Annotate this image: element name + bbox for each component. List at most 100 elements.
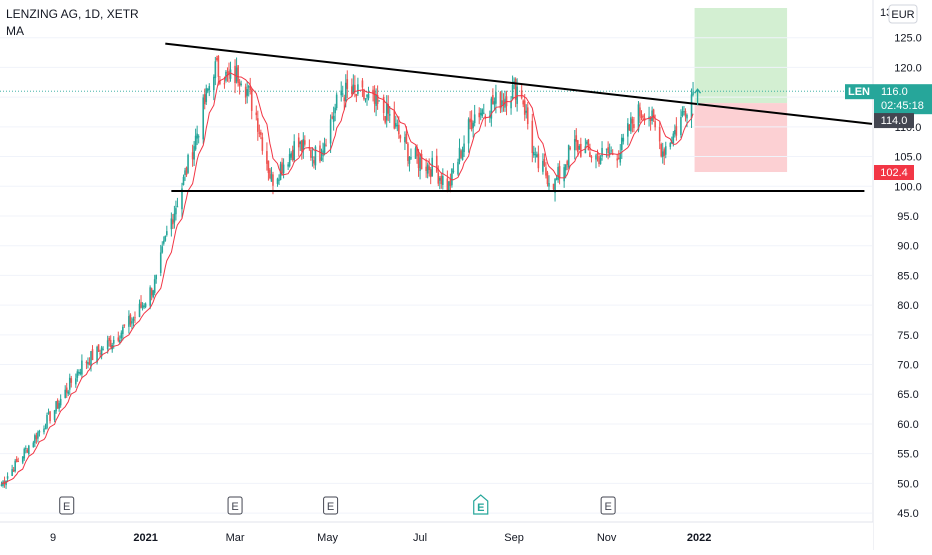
candle[interactable] bbox=[458, 138, 461, 165]
candle[interactable] bbox=[64, 385, 67, 399]
candle[interactable] bbox=[311, 148, 314, 167]
candle[interactable] bbox=[587, 138, 590, 151]
candle[interactable] bbox=[47, 408, 50, 415]
candle[interactable] bbox=[399, 134, 402, 143]
candle[interactable] bbox=[79, 368, 82, 376]
candle[interactable] bbox=[293, 134, 296, 163]
candle[interactable] bbox=[21, 456, 24, 465]
candle[interactable] bbox=[240, 80, 242, 87]
candle[interactable] bbox=[619, 144, 622, 166]
candle[interactable] bbox=[131, 317, 133, 330]
candle[interactable] bbox=[502, 93, 505, 112]
candle[interactable] bbox=[554, 178, 556, 202]
candle[interactable] bbox=[258, 124, 261, 138]
candle[interactable] bbox=[463, 135, 465, 158]
candle[interactable] bbox=[67, 389, 70, 397]
candle[interactable] bbox=[457, 158, 459, 176]
candle[interactable] bbox=[58, 400, 60, 412]
candle[interactable] bbox=[542, 153, 544, 175]
candle[interactable] bbox=[132, 316, 135, 327]
candle[interactable] bbox=[429, 166, 432, 185]
candle[interactable] bbox=[495, 84, 497, 114]
candle[interactable] bbox=[238, 78, 241, 95]
candle[interactable] bbox=[216, 55, 218, 62]
candle[interactable] bbox=[479, 108, 482, 121]
candle[interactable] bbox=[68, 373, 71, 395]
candle[interactable] bbox=[24, 445, 27, 454]
candle[interactable] bbox=[357, 77, 359, 96]
candle[interactable] bbox=[297, 132, 300, 157]
candle[interactable] bbox=[376, 85, 379, 110]
candle[interactable] bbox=[651, 106, 653, 125]
candle[interactable] bbox=[100, 345, 103, 360]
candle[interactable] bbox=[144, 302, 147, 309]
candle[interactable] bbox=[580, 137, 582, 158]
candle[interactable] bbox=[261, 132, 264, 155]
candle[interactable] bbox=[120, 330, 123, 341]
candle[interactable] bbox=[499, 91, 502, 114]
candle[interactable] bbox=[340, 81, 343, 102]
candle[interactable] bbox=[170, 212, 173, 237]
candle[interactable] bbox=[355, 93, 358, 103]
candle[interactable] bbox=[185, 166, 188, 177]
candle[interactable] bbox=[55, 401, 57, 414]
candle[interactable] bbox=[534, 147, 537, 163]
candle[interactable] bbox=[536, 151, 538, 158]
candle[interactable] bbox=[395, 115, 397, 129]
candle[interactable] bbox=[162, 236, 165, 246]
candle[interactable] bbox=[308, 139, 311, 151]
candle[interactable] bbox=[504, 90, 506, 112]
candle[interactable] bbox=[6, 472, 9, 483]
candle[interactable] bbox=[235, 57, 238, 84]
candle[interactable] bbox=[442, 168, 444, 190]
candle[interactable] bbox=[97, 344, 100, 353]
candle[interactable] bbox=[229, 61, 232, 82]
entry-price-label[interactable]: 114.0 bbox=[874, 113, 914, 129]
candle[interactable] bbox=[152, 289, 154, 299]
candle[interactable] bbox=[557, 163, 559, 183]
candle[interactable] bbox=[202, 94, 205, 144]
candle[interactable] bbox=[387, 95, 390, 122]
candle[interactable] bbox=[3, 476, 6, 488]
candle[interactable] bbox=[563, 163, 565, 188]
candle[interactable] bbox=[176, 197, 179, 208]
candle[interactable] bbox=[438, 176, 441, 190]
candle[interactable] bbox=[44, 423, 47, 430]
candle[interactable] bbox=[617, 150, 620, 160]
candle[interactable] bbox=[278, 174, 280, 185]
candle[interactable] bbox=[34, 433, 36, 448]
candle[interactable] bbox=[664, 141, 667, 159]
candle[interactable] bbox=[375, 88, 377, 117]
candle[interactable] bbox=[601, 141, 603, 161]
candle[interactable] bbox=[257, 110, 259, 141]
candle[interactable] bbox=[343, 94, 346, 110]
candle[interactable] bbox=[478, 107, 481, 125]
candle[interactable] bbox=[134, 311, 136, 324]
candle[interactable] bbox=[23, 447, 26, 461]
candle[interactable] bbox=[181, 182, 183, 218]
candle[interactable] bbox=[109, 335, 112, 348]
candle[interactable] bbox=[102, 346, 104, 351]
candle[interactable] bbox=[451, 168, 453, 188]
candle[interactable] bbox=[260, 129, 262, 140]
candle[interactable] bbox=[46, 412, 48, 430]
candle[interactable] bbox=[173, 205, 176, 229]
candle[interactable] bbox=[159, 244, 162, 277]
candle[interactable] bbox=[533, 145, 535, 158]
candle[interactable] bbox=[548, 175, 550, 191]
candle[interactable] bbox=[205, 84, 208, 105]
candle[interactable] bbox=[193, 141, 195, 167]
candle[interactable] bbox=[492, 88, 494, 105]
stop-price-label[interactable]: 102.4 bbox=[874, 165, 914, 181]
candle[interactable] bbox=[425, 158, 427, 178]
candle[interactable] bbox=[234, 59, 236, 94]
candle[interactable] bbox=[325, 138, 327, 147]
candle[interactable] bbox=[175, 200, 177, 221]
trendline-descending-resistance[interactable] bbox=[165, 42, 873, 125]
candle[interactable] bbox=[246, 81, 248, 104]
candle[interactable] bbox=[91, 345, 94, 361]
candle[interactable] bbox=[281, 157, 283, 176]
candle[interactable] bbox=[681, 106, 684, 118]
candle[interactable] bbox=[639, 102, 641, 123]
candle[interactable] bbox=[341, 85, 344, 98]
